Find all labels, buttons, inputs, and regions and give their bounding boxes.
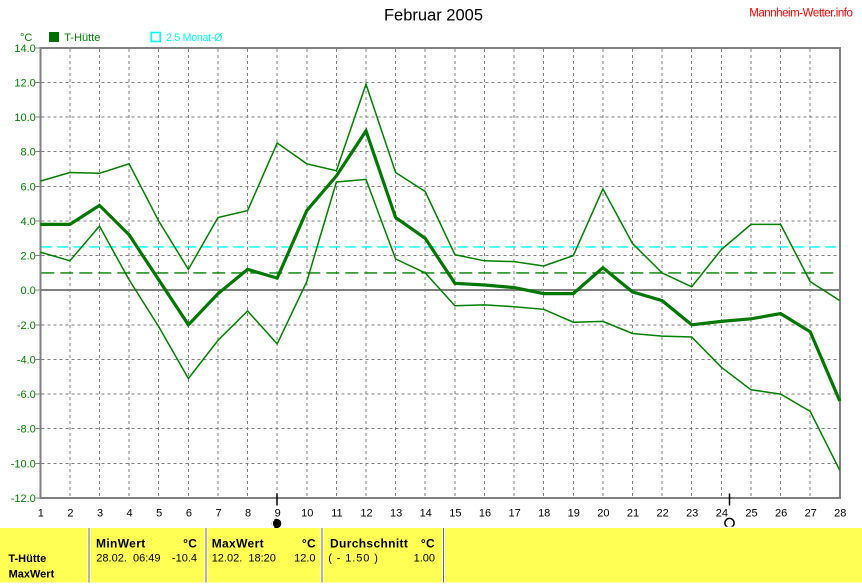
svg-text:Durchschnitt: Durchschnitt <box>330 537 408 551</box>
svg-text:8: 8 <box>245 508 251 520</box>
svg-text:7: 7 <box>215 508 221 520</box>
svg-text:10: 10 <box>301 508 313 520</box>
svg-text:25: 25 <box>745 508 757 520</box>
svg-text:-8.0: -8.0 <box>17 424 36 436</box>
svg-text:28: 28 <box>834 508 846 520</box>
svg-text:22: 22 <box>656 508 668 520</box>
svg-text:5: 5 <box>156 508 162 520</box>
svg-text:2.5 Monat-Ø: 2.5 Monat-Ø <box>166 32 222 44</box>
svg-text:16: 16 <box>479 508 491 520</box>
svg-text:Mannheim-Wetter.info: Mannheim-Wetter.info <box>749 7 852 19</box>
svg-text:°C: °C <box>302 537 316 551</box>
svg-text:-4.0: -4.0 <box>17 355 36 367</box>
svg-text:12.0: 12.0 <box>14 77 35 89</box>
svg-text:18: 18 <box>538 508 550 520</box>
svg-text:21: 21 <box>627 508 639 520</box>
svg-text:12.02. 18:20: 12.02. 18:20 <box>212 553 276 565</box>
svg-text:( - 1.50 ): ( - 1.50 ) <box>328 553 379 565</box>
svg-text:6.0: 6.0 <box>21 181 36 193</box>
svg-text:1.00: 1.00 <box>414 553 435 565</box>
svg-text:12.0: 12.0 <box>294 553 315 565</box>
svg-text:3: 3 <box>97 508 103 520</box>
svg-text:11: 11 <box>331 508 342 520</box>
svg-text:17: 17 <box>508 508 520 520</box>
svg-text:8.0: 8.0 <box>21 147 36 159</box>
svg-text:6: 6 <box>186 508 192 520</box>
svg-text:°C: °C <box>20 32 32 44</box>
svg-text:20: 20 <box>597 508 609 520</box>
svg-text:1: 1 <box>38 508 44 520</box>
svg-text:°C: °C <box>421 537 435 551</box>
svg-text:MaxWert: MaxWert <box>9 569 55 581</box>
svg-text:MinWert: MinWert <box>96 537 146 551</box>
svg-text:Februar 2005: Februar 2005 <box>384 7 483 25</box>
svg-text:4.0: 4.0 <box>21 216 36 228</box>
svg-text:15: 15 <box>449 508 461 520</box>
svg-text:27: 27 <box>805 508 817 520</box>
svg-text:2.0: 2.0 <box>21 251 36 263</box>
svg-text:26: 26 <box>775 508 787 520</box>
svg-text:-2.0: -2.0 <box>17 320 36 332</box>
svg-text:0.0: 0.0 <box>21 285 36 297</box>
svg-text:2: 2 <box>67 508 73 520</box>
svg-text:14.0: 14.0 <box>14 43 35 55</box>
svg-text:-12.0: -12.0 <box>11 493 36 505</box>
svg-text:-6.0: -6.0 <box>17 389 36 401</box>
svg-text:19: 19 <box>568 508 580 520</box>
svg-text:T-Hütte: T-Hütte <box>64 32 100 44</box>
svg-text:10.0: 10.0 <box>14 112 35 124</box>
svg-text:MaxWert: MaxWert <box>212 537 264 551</box>
svg-text:T-Hütte: T-Hütte <box>8 553 46 565</box>
svg-text:-10.4: -10.4 <box>172 553 197 565</box>
svg-text:9: 9 <box>275 508 281 520</box>
svg-text:-10.0: -10.0 <box>11 458 36 470</box>
svg-text:28.02. 06:49: 28.02. 06:49 <box>96 553 160 565</box>
svg-text:12: 12 <box>360 508 372 520</box>
svg-text:24: 24 <box>716 508 728 520</box>
svg-text:23: 23 <box>686 508 698 520</box>
svg-text:°C: °C <box>183 537 197 551</box>
svg-text:14: 14 <box>420 508 432 520</box>
svg-text:13: 13 <box>390 508 402 520</box>
svg-text:4: 4 <box>127 508 133 520</box>
